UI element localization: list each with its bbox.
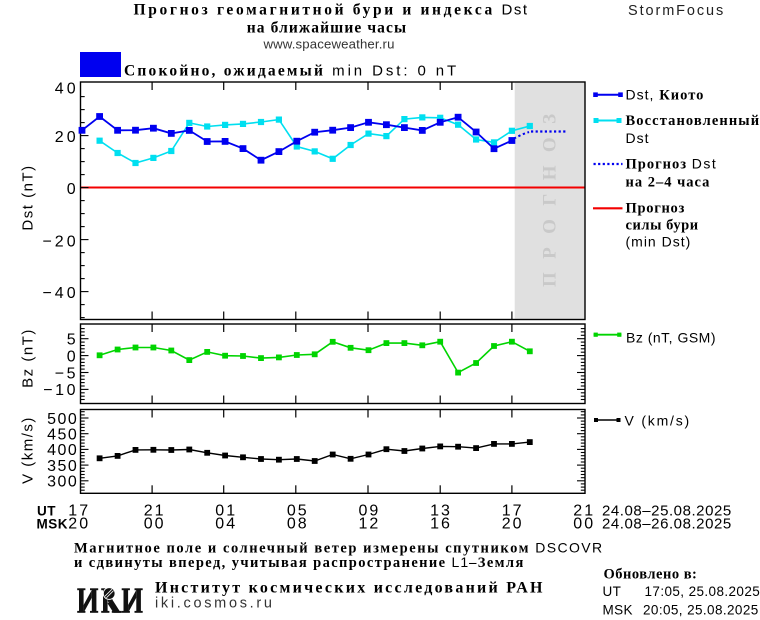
svg-text:Спокойно, ожидаемый min Dst: 0: Спокойно, ожидаемый min Dst: 0 nT <box>124 63 459 80</box>
svg-text:300: 300 <box>47 474 78 491</box>
svg-text:5: 5 <box>67 332 79 349</box>
svg-text:StormFocus: StormFocus <box>628 3 725 19</box>
svg-text:и сдвинуты вперед, учитывая ра: и сдвинуты вперед, учитывая распростране… <box>74 554 525 571</box>
svg-text:21: 21 <box>144 503 166 520</box>
svg-text:силы бури: силы бури <box>626 217 699 233</box>
svg-text:500: 500 <box>47 411 78 428</box>
svg-text:www.spaceweather.ru: www.spaceweather.ru <box>262 37 394 52</box>
svg-text:400: 400 <box>47 442 78 459</box>
svg-text:24.08–25.08.2025: 24.08–25.08.2025 <box>602 503 732 520</box>
svg-text:на ближайшие часы: на ближайшие часы <box>247 20 407 37</box>
svg-text:Прогноз Dst: Прогноз Dst <box>626 156 718 173</box>
svg-text:−10: −10 <box>43 382 78 399</box>
svg-text:Dst, Киото: Dst, Киото <box>626 87 705 104</box>
svg-text:13: 13 <box>430 503 452 520</box>
svg-text:17: 17 <box>68 503 90 520</box>
svg-text:Восстановленный: Восстановленный <box>626 113 760 129</box>
svg-text:−20: −20 <box>42 233 78 250</box>
svg-text:20: 20 <box>55 129 79 146</box>
svg-text:40: 40 <box>55 81 79 98</box>
svg-text:08: 08 <box>287 516 309 533</box>
svg-text:20: 20 <box>68 516 90 533</box>
svg-text:24.08–26.08.2025: 24.08–26.08.2025 <box>602 516 732 533</box>
svg-text:17: 17 <box>502 503 524 520</box>
svg-text:0: 0 <box>67 348 79 365</box>
svg-text:Dst: Dst <box>626 130 650 146</box>
svg-text:−5: −5 <box>55 365 78 382</box>
svg-text:V (km/s): V (km/s) <box>625 413 692 429</box>
svg-text:16: 16 <box>430 516 452 533</box>
svg-text:04: 04 <box>215 516 237 533</box>
svg-text:01: 01 <box>215 503 237 520</box>
svg-text:Bz (nT): Bz (nT) <box>20 328 37 388</box>
svg-text:Прогноз геомагнитной бури и ин: Прогноз геомагнитной бури и индекса Dst <box>134 2 529 19</box>
svg-text:iki.cosmos.ru: iki.cosmos.ru <box>155 596 275 612</box>
svg-text:MSK: MSK <box>37 517 69 532</box>
svg-text:(min Dst): (min Dst) <box>626 233 692 249</box>
svg-text:−40: −40 <box>42 285 78 302</box>
svg-text:UT: UT <box>37 504 56 519</box>
svg-text:Обновлено в:: Обновлено в: <box>604 567 698 583</box>
svg-text:V (km/s): V (km/s) <box>20 416 37 484</box>
svg-text:Институт космических исследова: Институт космических исследований РАН <box>155 580 545 597</box>
svg-text:00: 00 <box>144 516 166 533</box>
svg-text:ПРОГНОЗ: ПРОГНОЗ <box>540 100 561 287</box>
svg-text:12: 12 <box>359 516 381 533</box>
svg-text:350: 350 <box>47 458 78 475</box>
svg-text:05: 05 <box>287 503 309 520</box>
svg-text:09: 09 <box>359 503 381 520</box>
svg-text:Bz (nT, GSM): Bz (nT, GSM) <box>626 329 716 345</box>
svg-text:0: 0 <box>67 181 79 198</box>
svg-text:00: 00 <box>573 516 595 533</box>
svg-text:Dst (nT): Dst (nT) <box>20 164 37 230</box>
svg-text:на 2–4 часа: на 2–4 часа <box>626 175 711 191</box>
svg-text:450: 450 <box>47 427 78 444</box>
svg-text:Прогноз: Прогноз <box>626 201 686 217</box>
svg-text:21: 21 <box>573 503 595 520</box>
svg-text:20: 20 <box>502 516 524 533</box>
svg-text:Магнитное поле и солнечный вет: Магнитное поле и солнечный ветер измерен… <box>74 540 604 557</box>
